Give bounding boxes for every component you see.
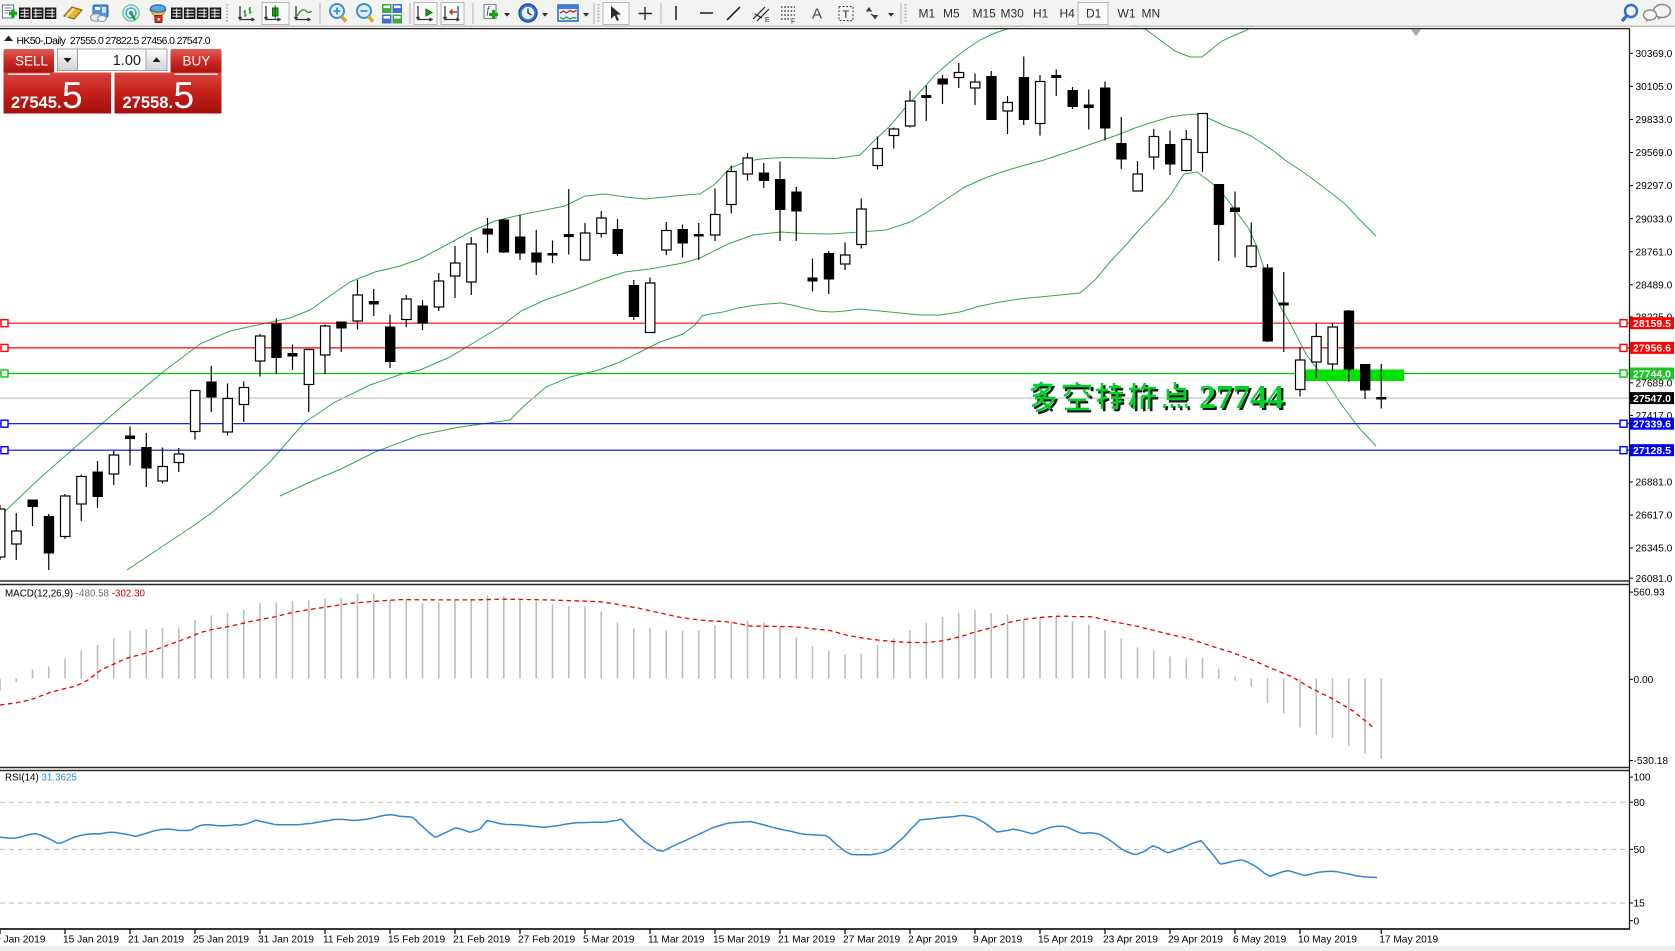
svg-text:10 May 2019: 10 May 2019 [1298,935,1357,946]
svg-text:27689.0: 27689.0 [1636,378,1673,389]
svg-text:11 Feb 2019: 11 Feb 2019 [323,935,380,946]
svg-text:2 Apr 2019: 2 Apr 2019 [908,935,958,946]
svg-text:25 Jan 2019: 25 Jan 2019 [193,935,249,946]
svg-text:27 Feb 2019: 27 Feb 2019 [518,935,576,946]
svg-text:F: F [791,19,795,26]
svg-text:BUY: BUY [183,54,211,69]
svg-text:29033.0: 29033.0 [1636,214,1673,225]
svg-text:50: 50 [1634,845,1646,856]
svg-text:5 Mar 2019: 5 Mar 2019 [583,935,635,946]
svg-text:27956.6: 27956.6 [1633,343,1671,355]
svg-text:560.93: 560.93 [1634,588,1665,599]
svg-text:6 May 2019: 6 May 2019 [1233,935,1287,946]
svg-text:27417.0: 27417.0 [1636,411,1673,422]
svg-text:28159.5: 28159.5 [1633,318,1671,330]
svg-text:MN: MN [1142,7,1161,21]
svg-text:11 Mar 2019: 11 Mar 2019 [648,935,705,946]
svg-text:21 Mar 2019: 21 Mar 2019 [778,935,836,946]
svg-text:15 Apr 2019: 15 Apr 2019 [1038,935,1093,946]
svg-text:M1: M1 [919,7,936,21]
svg-text:29833.0: 29833.0 [1636,115,1673,126]
svg-text:15 Jan 2019: 15 Jan 2019 [63,935,119,946]
svg-text:17 May 2019: 17 May 2019 [1379,935,1438,946]
svg-text:5: 5 [62,75,83,116]
svg-text:SELL: SELL [15,54,49,69]
svg-text:27545: 27545 [11,94,57,112]
svg-text:26345.0: 26345.0 [1636,544,1673,555]
svg-text:26881.0: 26881.0 [1636,478,1673,489]
svg-text:28761.0: 28761.0 [1636,247,1673,258]
svg-text:0.00: 0.00 [1634,675,1654,686]
svg-text:28489.0: 28489.0 [1636,280,1673,291]
svg-text:15: 15 [1634,899,1646,910]
svg-text:27744: 27744 [1201,381,1286,418]
svg-text:15 Feb 2019: 15 Feb 2019 [388,935,446,946]
svg-text:M5: M5 [943,7,960,21]
svg-text:D1: D1 [1086,7,1102,21]
svg-text:T: T [843,9,850,21]
svg-text:27 Mar 2019: 27 Mar 2019 [843,935,901,946]
svg-text:1.00: 1.00 [113,53,141,69]
svg-text:31 Jan 2019: 31 Jan 2019 [258,935,314,946]
svg-text:27558: 27558 [123,94,169,112]
svg-text:100: 100 [1634,773,1651,784]
svg-text:27744.0: 27744.0 [1633,368,1671,380]
svg-text:-530.18: -530.18 [1634,756,1669,767]
svg-text:HK50-,Daily 27555.0 27822.5 2: HK50-,Daily 27555.0 27822.5 27456.0 2754… [17,36,211,47]
svg-text:23 Apr 2019: 23 Apr 2019 [1103,935,1158,946]
svg-text:29 Apr 2019: 29 Apr 2019 [1168,935,1223,946]
svg-text:RSI(14) 31.3625: RSI(14) 31.3625 [5,773,77,784]
svg-text:MACD(12,26,9) -480.58 -302.30: MACD(12,26,9) -480.58 -302.30 [5,589,146,600]
svg-text:26617.0: 26617.0 [1636,511,1673,522]
svg-text:26081.0: 26081.0 [1636,574,1673,585]
svg-text:80: 80 [1634,798,1646,809]
svg-text:5: 5 [174,75,195,116]
svg-text:21 Jan 2019: 21 Jan 2019 [128,935,184,946]
svg-text:0: 0 [1634,916,1640,927]
svg-text:9 Jan 2019: 9 Jan 2019 [0,935,46,946]
svg-text:29569.0: 29569.0 [1636,148,1673,159]
svg-text:.: . [57,94,62,112]
svg-text:M30: M30 [1001,7,1025,21]
svg-text:A: A [812,6,822,23]
svg-text:E: E [765,17,770,24]
svg-text:30369.0: 30369.0 [1636,49,1673,60]
svg-text:27339.6: 27339.6 [1633,419,1671,431]
svg-text:9 Apr 2019: 9 Apr 2019 [973,935,1023,946]
svg-text:29297.0: 29297.0 [1636,181,1673,192]
svg-text:30105.0: 30105.0 [1636,82,1673,93]
svg-text:27744: 27744 [1199,379,1284,416]
svg-text:21 Feb 2019: 21 Feb 2019 [453,935,511,946]
svg-text:H4: H4 [1060,7,1076,21]
svg-text:27547.0: 27547.0 [1633,393,1671,405]
svg-text:H1: H1 [1033,7,1049,21]
svg-text:.: . [169,94,174,112]
svg-text:15 Mar 2019: 15 Mar 2019 [713,935,771,946]
svg-text:f: f [487,6,491,17]
svg-text:W1: W1 [1118,7,1136,21]
svg-text:M15: M15 [973,7,997,21]
svg-text:27128.5: 27128.5 [1633,445,1671,457]
